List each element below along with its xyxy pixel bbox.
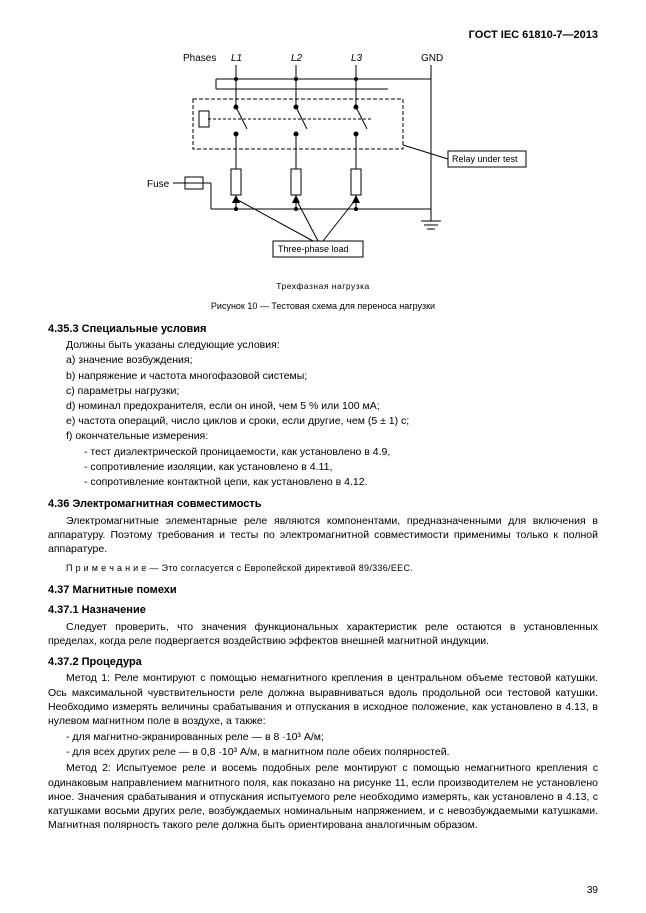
figure-10-caption: Рисунок 10 — Тестовая схема для переноса… (48, 300, 598, 312)
section-4-37-2-title: 4.37.2 Процедура (48, 655, 598, 670)
s4-35-3-f1: - тест диэлектрической проницаемости, ка… (84, 445, 598, 459)
svg-text:Relay under test: Relay under test (452, 154, 518, 164)
s4-36-p1: Электромагнитные элементарные реле являю… (48, 514, 598, 557)
svg-text:GND: GND (421, 53, 443, 64)
svg-text:Phases: Phases (183, 53, 216, 64)
s4-35-3-f: f) окончательные измерения: (66, 429, 598, 443)
s4-37-2-li1: - для магнитно-экранированных реле — в 8… (66, 730, 598, 744)
s4-35-3-a: a) значение возбуждения; (66, 353, 598, 367)
s4-35-3-b: b) напряжение и частота многофазовой сис… (66, 369, 598, 383)
svg-text:L1: L1 (231, 53, 242, 64)
s4-35-3-e: e) частота операций, число циклов и срок… (66, 414, 598, 428)
s4-35-3-f2: - сопротивление изоляции, как установлен… (84, 460, 598, 474)
page-number: 39 (587, 884, 598, 898)
s4-35-3-intro: Должны быть указаны следующие условия: (48, 338, 598, 352)
figure-10-diagram: Phases L1 L2 L3 GND (48, 49, 598, 292)
section-4-36-title: 4.36 Электромагнитная совместимость (48, 497, 598, 512)
section-4-37-1-title: 4.37.1 Назначение (48, 603, 598, 618)
s4-37-1-p1: Следует проверить, что значения функцион… (48, 620, 598, 648)
s4-37-2-p2: Метод 2: Испытуемое реле и восемь подобн… (48, 761, 598, 832)
svg-text:Fuse: Fuse (147, 179, 170, 190)
s4-35-3-c: c) параметры нагрузки; (66, 384, 598, 398)
s4-36-note: П р и м е ч а н и е — Это согласуется с … (66, 562, 598, 574)
diagram-sublabel: Трехфазная нагрузка (48, 281, 598, 292)
s4-37-2-li2: - для всех других реле — в 0,8 ·10³ А/м,… (66, 745, 598, 759)
section-4-35-3-title: 4.35.3 Специальные условия (48, 322, 598, 337)
s4-37-2-p1: Метод 1: Реле монтируют с помощью немагн… (48, 671, 598, 728)
section-4-37-title: 4.37 Магнитные помехи (48, 583, 598, 598)
page: ГОСТ IEC 61810-7—2013 Phases L1 L2 L3 GN… (0, 0, 646, 913)
s4-35-3-d: d) номинал предохранителя, если он иной,… (66, 399, 598, 413)
svg-text:Three-phase load: Three-phase load (278, 244, 349, 254)
s4-35-3-f3: - сопротивление контактной цепи, как уст… (84, 475, 598, 489)
document-id: ГОСТ IEC 61810-7—2013 (48, 28, 598, 43)
svg-text:L2: L2 (291, 53, 303, 64)
svg-text:L3: L3 (351, 53, 363, 64)
